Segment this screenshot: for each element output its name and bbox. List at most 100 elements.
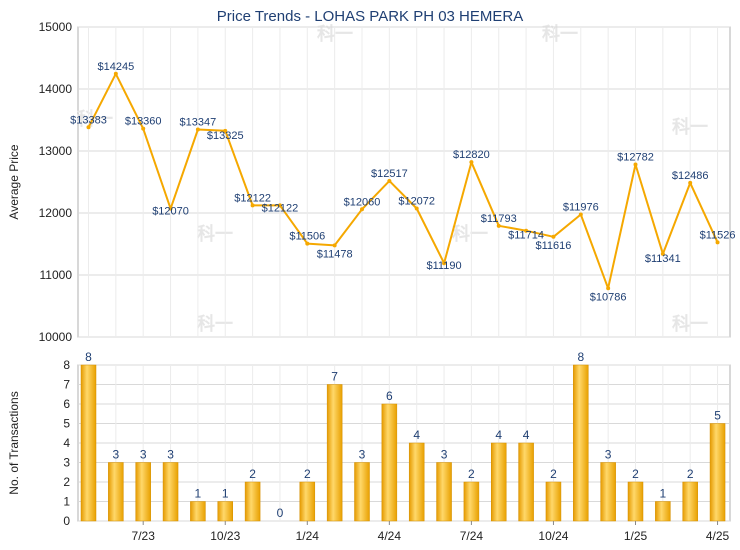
watermark-text: 科一 xyxy=(197,313,233,335)
price-y-tick-label: 11000 xyxy=(40,268,73,282)
price-point xyxy=(496,223,501,228)
transaction-bar-label: 4 xyxy=(495,428,502,442)
price-series-line xyxy=(87,72,719,290)
transaction-bar-label: 7 xyxy=(331,370,338,384)
transaction-bar xyxy=(573,364,589,522)
price-point xyxy=(360,207,364,212)
price-point xyxy=(277,203,282,208)
price-point xyxy=(332,243,337,248)
transaction-bar-label: 2 xyxy=(687,467,694,481)
transaction-bar-label: 3 xyxy=(441,448,448,462)
transaction-bar-label: 3 xyxy=(113,448,120,462)
transactions-y-tick-label: 2 xyxy=(63,475,70,489)
price-y-tick-label: 12000 xyxy=(39,206,73,220)
x-tick-label: 4/24 xyxy=(378,529,402,543)
price-data-label: $11341 xyxy=(645,253,681,265)
transactions-y-tick-label: 1 xyxy=(63,495,70,509)
price-point xyxy=(86,125,91,130)
price-point xyxy=(633,162,638,167)
transactions-bar-panel: 0 1 2 3 4 5 6 7 8 No. of Transactions 8 3 3 3 1 1 2 0 2 7 3 6… xyxy=(7,350,731,543)
transaction-bar xyxy=(162,462,179,522)
transaction-bar xyxy=(381,403,398,522)
transaction-bar-label: 5 xyxy=(714,409,721,423)
price-data-label: $11190 xyxy=(427,260,462,272)
price-point xyxy=(387,178,392,183)
transaction-bar xyxy=(108,462,124,522)
price-data-label: $11616 xyxy=(536,240,572,252)
transaction-bar xyxy=(80,364,97,522)
x-tick-label: 10/24 xyxy=(538,529,568,543)
price-point xyxy=(442,261,447,266)
price-point xyxy=(195,127,200,132)
transaction-bar-label: 8 xyxy=(577,350,584,364)
transaction-bar xyxy=(463,481,480,522)
transaction-bar xyxy=(244,481,261,522)
transactions-y-tick-label: 8 xyxy=(63,358,70,372)
price-data-label: $14245 xyxy=(97,61,134,73)
watermark-text: 科一 xyxy=(77,108,113,130)
price-data-label: $12782 xyxy=(617,152,654,164)
transaction-bar xyxy=(436,462,452,522)
price-y-tick-label: 15000 xyxy=(39,20,73,34)
price-data-label: $10786 xyxy=(590,291,627,303)
transaction-bar xyxy=(299,481,316,522)
transaction-bar-label: 1 xyxy=(660,487,667,501)
price-data-label: $13347 xyxy=(180,116,217,128)
transaction-bar-label: 2 xyxy=(632,467,639,481)
transaction-bar-label: 3 xyxy=(167,448,174,462)
transactions-y-axis-label: No. of Transactions xyxy=(7,391,21,494)
price-data-label: $11478 xyxy=(317,248,353,260)
transaction-bar xyxy=(655,501,671,522)
price-y-tick-label: 10000 xyxy=(39,330,73,344)
transaction-bar xyxy=(682,481,698,522)
price-data-label: $11506 xyxy=(289,231,325,243)
price-data-label: $12486 xyxy=(672,170,709,182)
watermark-text: 科一 xyxy=(197,223,233,245)
price-point xyxy=(578,212,583,217)
transaction-bar xyxy=(709,423,726,522)
price-point xyxy=(688,180,693,185)
price-data-label: $11714 xyxy=(508,230,544,242)
price-point xyxy=(606,286,611,291)
transaction-bar xyxy=(217,501,233,522)
transaction-bar-label: 2 xyxy=(249,467,256,481)
price-data-label: $12072 xyxy=(398,196,435,208)
transaction-bar-label: 4 xyxy=(523,428,530,442)
transactions-y-tick-label: 4 xyxy=(63,436,70,450)
transaction-bar xyxy=(545,481,562,522)
transaction-bar-label: 1 xyxy=(222,487,229,501)
x-tick-label: 4/25 xyxy=(706,529,730,543)
x-tick-label: 10/23 xyxy=(210,529,240,543)
transaction-bar xyxy=(627,481,644,522)
chart-title: Price Trends - LOHAS PARK PH 03 HEMERA xyxy=(217,8,523,25)
transaction-bar xyxy=(354,462,370,522)
watermark-text: 科一 xyxy=(542,23,578,45)
x-tick-label: 1/25 xyxy=(624,529,648,543)
transaction-bar-label: 8 xyxy=(85,350,92,364)
transaction-bar-label: 0 xyxy=(277,506,284,520)
transaction-bar xyxy=(326,384,343,522)
price-data-label: $13325 xyxy=(207,130,244,142)
price-y-axis-label: Average Price xyxy=(7,144,21,219)
price-point xyxy=(223,128,228,133)
transaction-bar xyxy=(518,442,534,522)
price-point xyxy=(715,240,720,245)
price-point xyxy=(469,160,474,165)
transaction-bar xyxy=(408,442,425,522)
transaction-bar xyxy=(491,442,507,522)
price-point xyxy=(250,203,255,208)
transaction-bar-label: 2 xyxy=(304,467,311,481)
x-tick-label: 7/24 xyxy=(460,529,484,543)
price-data-label: $12070 xyxy=(152,206,189,218)
watermark-text: 科一 xyxy=(452,223,488,245)
transaction-bar-label: 1 xyxy=(195,487,202,501)
price-point xyxy=(660,251,665,256)
transactions-y-tick-label: 7 xyxy=(63,378,70,392)
price-point xyxy=(141,126,146,131)
x-tick-label: 1/24 xyxy=(296,529,320,543)
price-point xyxy=(524,228,529,233)
transaction-bar-label: 2 xyxy=(550,467,557,481)
price-point xyxy=(414,206,419,211)
transaction-bar-label: 4 xyxy=(413,428,420,442)
